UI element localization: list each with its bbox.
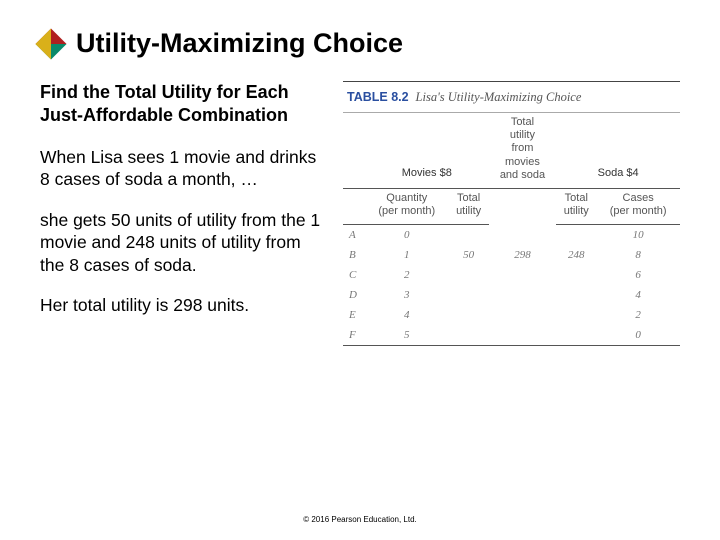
data-table: Movies $8 Total utility from movies and … xyxy=(343,113,680,346)
table-row: B1502982488 xyxy=(343,245,680,265)
title-row: Utility-Maximizing Choice xyxy=(40,28,680,59)
slide: Utility-Maximizing Choice Find the Total… xyxy=(0,0,720,346)
section-subhead: Find the Total Utility for Each Just-Aff… xyxy=(40,81,325,126)
header-row: Quantity(per month) Totalutility Totalut… xyxy=(343,188,680,224)
header-qty: Quantity(per month) xyxy=(365,188,449,224)
table-badge: TABLE 8.2 xyxy=(347,90,409,104)
table-title-row: TABLE 8.2 Lisa's Utility-Maximizing Choi… xyxy=(343,81,680,113)
table-caption: TABLE 8.2 Lisa's Utility-Maximizing Choi… xyxy=(347,90,581,104)
table-row: E42 xyxy=(343,305,680,325)
paragraph-1: When Lisa sees 1 movie and drinks 8 case… xyxy=(40,146,325,191)
header-movies-group: Movies $8 xyxy=(365,113,489,188)
utility-table: TABLE 8.2 Lisa's Utility-Maximizing Choi… xyxy=(343,81,680,346)
header-tu-movies: Totalutility xyxy=(449,188,489,224)
copyright-text: © 2016 Pearson Education, Ltd. xyxy=(0,515,720,524)
left-column: Find the Total Utility for Each Just-Aff… xyxy=(40,81,325,346)
table-body: A010 B1502982488 C26 D34 E42 F50 xyxy=(343,225,680,346)
table-name: Lisa's Utility-Maximizing Choice xyxy=(416,90,582,104)
header-mid-spacer xyxy=(489,188,557,224)
table-row: C26 xyxy=(343,265,680,285)
paragraph-3: Her total utility is 298 units. xyxy=(40,294,325,316)
header-soda-group: Soda $4 xyxy=(556,113,680,188)
header-blank xyxy=(343,113,365,188)
header-mid-group: Total utility from movies and soda xyxy=(489,113,557,188)
table-row: A010 xyxy=(343,225,680,246)
header-tu-soda: Totalutility xyxy=(556,188,596,224)
paragraph-2: she gets 50 units of utility from the 1 … xyxy=(40,209,325,276)
slide-title: Utility-Maximizing Choice xyxy=(76,28,403,59)
table-row: F50 xyxy=(343,325,680,346)
table-head: Movies $8 Total utility from movies and … xyxy=(343,113,680,225)
table-row: D34 xyxy=(343,285,680,305)
diamond-bullet-icon xyxy=(35,28,66,59)
header-cases: Cases(per month) xyxy=(596,188,680,224)
content-area: Find the Total Utility for Each Just-Aff… xyxy=(40,81,680,346)
header-group-row: Movies $8 Total utility from movies and … xyxy=(343,113,680,188)
right-column: TABLE 8.2 Lisa's Utility-Maximizing Choi… xyxy=(343,81,680,346)
header-label-col xyxy=(343,188,365,224)
